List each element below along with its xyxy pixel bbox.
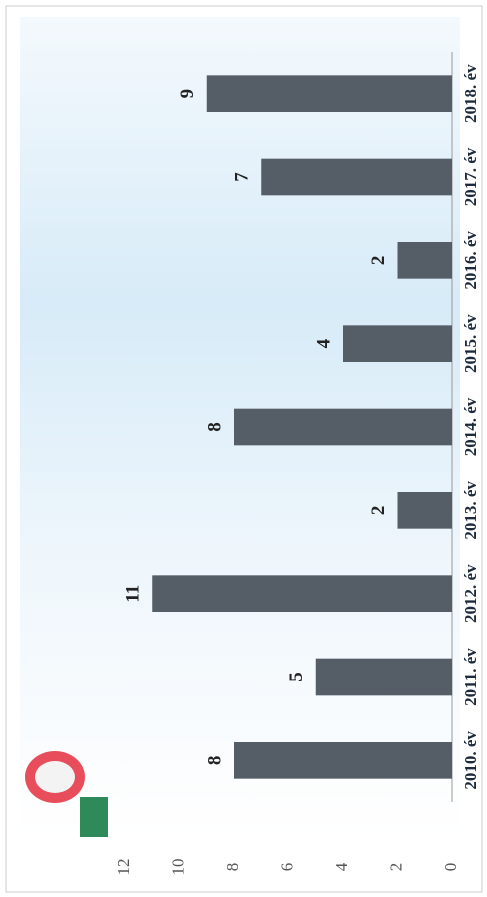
bar: [206, 75, 452, 112]
x-tick-label: 2011. év: [461, 648, 480, 706]
value-label: 2: [368, 506, 389, 516]
value-label: 2: [368, 256, 389, 266]
bar: [261, 158, 452, 196]
plot: 0 2 4 6 8 10 12 2010. év 8 2011. év 5 2012. év 11 201…: [20, 17, 480, 876]
y-tick-label: 4: [332, 862, 351, 871]
x-tick-label: 2015. év: [461, 314, 480, 373]
bar: [152, 575, 452, 612]
x-tick-label: 2016. év: [461, 231, 480, 290]
bar: [397, 242, 452, 279]
x-tick-label: 2014. év: [461, 397, 480, 456]
y-tick-label: 12: [114, 859, 133, 876]
x-tick-label: 2017. év: [461, 147, 480, 206]
value-label: 9: [177, 89, 198, 99]
x-tick-label: 2010. év: [461, 731, 480, 790]
bar: [234, 408, 452, 446]
bar: [315, 658, 452, 696]
value-label: 8: [204, 422, 225, 432]
x-tick-label: 2012. év: [461, 564, 480, 623]
value-label: 11: [123, 585, 144, 603]
value-label: 5: [286, 672, 307, 682]
y-tick-label: 2: [386, 863, 405, 872]
logo: [25, 751, 108, 837]
bar: [234, 741, 452, 779]
x-tick-label: 2018. év: [461, 64, 480, 123]
y-tick-label: 6: [277, 863, 296, 872]
y-tick-label: 10: [168, 859, 187, 876]
value-label: 8: [204, 756, 225, 766]
y-tick-label: 0: [441, 863, 460, 872]
bar: [397, 491, 452, 529]
value-label: 4: [313, 338, 334, 348]
value-label: 7: [232, 172, 253, 182]
y-tick-label: 8: [223, 863, 242, 872]
x-tick-label: 2013. év: [461, 481, 480, 540]
bar: [343, 325, 452, 362]
